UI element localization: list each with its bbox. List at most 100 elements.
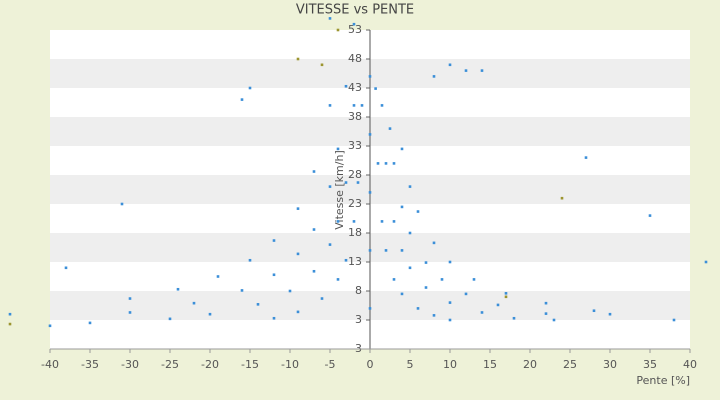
point [392, 220, 396, 223]
point [368, 307, 372, 310]
point [504, 295, 508, 299]
point [328, 243, 332, 246]
y-tick-label: 33 [348, 139, 362, 152]
point [8, 312, 12, 316]
point [408, 231, 412, 235]
point [440, 278, 444, 281]
point [424, 261, 428, 264]
y-tick-label: 18 [348, 226, 362, 239]
point [448, 260, 452, 264]
point [256, 303, 260, 306]
x-tick-label: -35 [81, 358, 99, 371]
point [464, 292, 468, 296]
point [48, 324, 52, 328]
point [480, 69, 484, 72]
y-axis-label: Vitesse [km/h] [333, 150, 346, 230]
x-tick-label: -25 [161, 358, 179, 371]
point [408, 185, 412, 188]
point [320, 63, 324, 67]
x-tick-label: -30 [121, 358, 139, 371]
point [432, 241, 436, 245]
point [388, 127, 392, 130]
point [288, 289, 292, 293]
chart-title: VITESSE vs PENTE [296, 3, 414, 18]
x-tick-label: -10 [281, 358, 299, 371]
point [344, 258, 348, 262]
point [560, 196, 564, 200]
x-tick-label: -5 [325, 358, 336, 371]
y-tick-label: 38 [348, 110, 362, 123]
point [312, 269, 316, 273]
point [344, 84, 348, 88]
point [272, 239, 276, 242]
point [400, 249, 404, 252]
point [400, 292, 404, 296]
point [552, 318, 556, 322]
point [216, 275, 220, 278]
point [336, 278, 340, 281]
point [272, 316, 276, 320]
x-tick-label: -15 [241, 358, 259, 371]
point [432, 314, 436, 317]
point [328, 185, 332, 188]
point [416, 307, 420, 310]
x-tick-label: -20 [201, 358, 219, 371]
point [672, 318, 676, 322]
point [384, 162, 388, 165]
point [240, 98, 244, 101]
point [472, 278, 476, 281]
point [248, 258, 252, 262]
y-tick-label: 43 [348, 81, 362, 94]
point [296, 57, 300, 61]
x-axis-label: Pente [%] [636, 374, 690, 387]
x-tick-label: 10 [443, 358, 457, 371]
point [88, 321, 92, 325]
point [128, 311, 132, 314]
point [368, 249, 372, 252]
point [356, 181, 360, 184]
y-tick-label: 3 [355, 313, 362, 326]
point [608, 312, 612, 316]
x-tick-label: 30 [603, 358, 617, 371]
point [8, 322, 12, 326]
point [360, 104, 364, 107]
point [336, 147, 340, 151]
point [296, 310, 300, 314]
point [504, 292, 508, 295]
point [424, 286, 428, 289]
point [480, 311, 484, 314]
point [296, 207, 300, 210]
point [312, 228, 316, 231]
y-tick-label: 28 [348, 168, 362, 181]
x-tick-label: 15 [483, 358, 497, 371]
point [392, 278, 396, 281]
point [464, 69, 468, 72]
point [240, 289, 244, 292]
point [312, 170, 316, 173]
point [368, 75, 372, 78]
point [648, 214, 652, 217]
x-tick-label: 5 [407, 358, 414, 371]
point [384, 249, 388, 252]
x-tick-label: 20 [523, 358, 537, 371]
x-tick-label: -40 [41, 358, 59, 371]
point [584, 156, 588, 159]
point [408, 266, 412, 270]
y-tick-label: 13 [348, 255, 362, 268]
y-tick-label: 8 [355, 284, 362, 297]
point [704, 260, 708, 264]
y-tick-label: 48 [348, 52, 362, 65]
point [344, 181, 348, 184]
x-tick-label: 40 [683, 358, 697, 371]
point [328, 104, 332, 107]
point [336, 28, 340, 32]
point [448, 63, 452, 67]
point [352, 104, 356, 107]
y-tick-label: 23 [348, 197, 362, 210]
point [168, 317, 172, 321]
point [248, 86, 252, 90]
point [368, 191, 372, 194]
x-tick-label: 0 [367, 358, 374, 371]
point [208, 312, 212, 316]
